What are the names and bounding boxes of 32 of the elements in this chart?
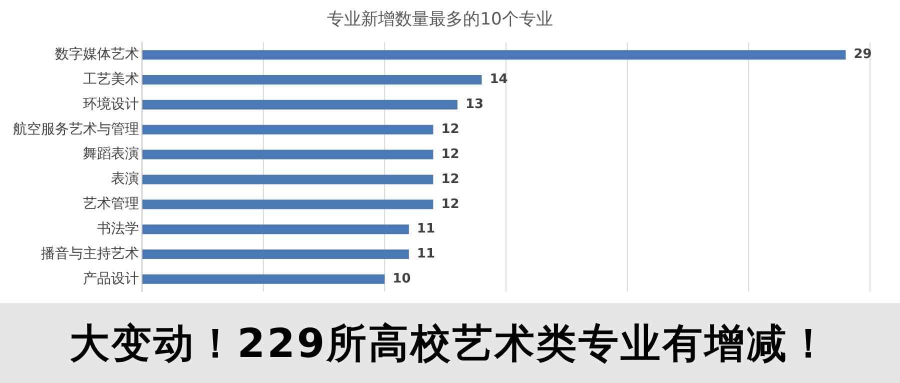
y-tick-label: 表演	[111, 171, 139, 188]
text: 大变动！229所高校艺术类专业有增减！	[69, 320, 831, 368]
data-label: 11	[416, 222, 436, 237]
bar	[142, 224, 409, 234]
data-label: 10	[392, 272, 411, 287]
bar	[142, 50, 846, 60]
data-label: 12	[441, 122, 460, 137]
y-tick-label: 航空服务艺术与管理	[13, 121, 139, 138]
y-tick-label: 工艺美术	[83, 71, 139, 88]
bar	[142, 150, 434, 160]
bar	[142, 75, 482, 85]
bar	[142, 200, 434, 210]
y-tick-label: 舞蹈表演	[83, 146, 139, 162]
y-tick-label: 艺术管理	[83, 196, 139, 212]
data-label: 29	[854, 47, 872, 62]
y-tick-label: 播音与主持艺术	[41, 246, 139, 262]
data-label: 11	[416, 246, 436, 262]
data-label: 14	[490, 72, 508, 88]
y-tick-label: 书法学	[97, 220, 139, 237]
bar	[142, 100, 458, 110]
data-label: 12	[441, 146, 460, 162]
data-label: 12	[441, 172, 460, 187]
y-tick-label: 产品设计	[83, 270, 139, 287]
y-tick-label: 数字媒体艺术	[55, 46, 139, 62]
data-label: 13	[465, 97, 484, 112]
bar	[142, 249, 409, 259]
data-label: 12	[441, 196, 460, 212]
bar	[142, 174, 434, 184]
bar	[142, 274, 385, 284]
bar	[142, 124, 434, 134]
y-tick-label: 环境设计	[83, 96, 139, 112]
chart-title: 专业新增数量最多的10个专业	[327, 10, 553, 30]
